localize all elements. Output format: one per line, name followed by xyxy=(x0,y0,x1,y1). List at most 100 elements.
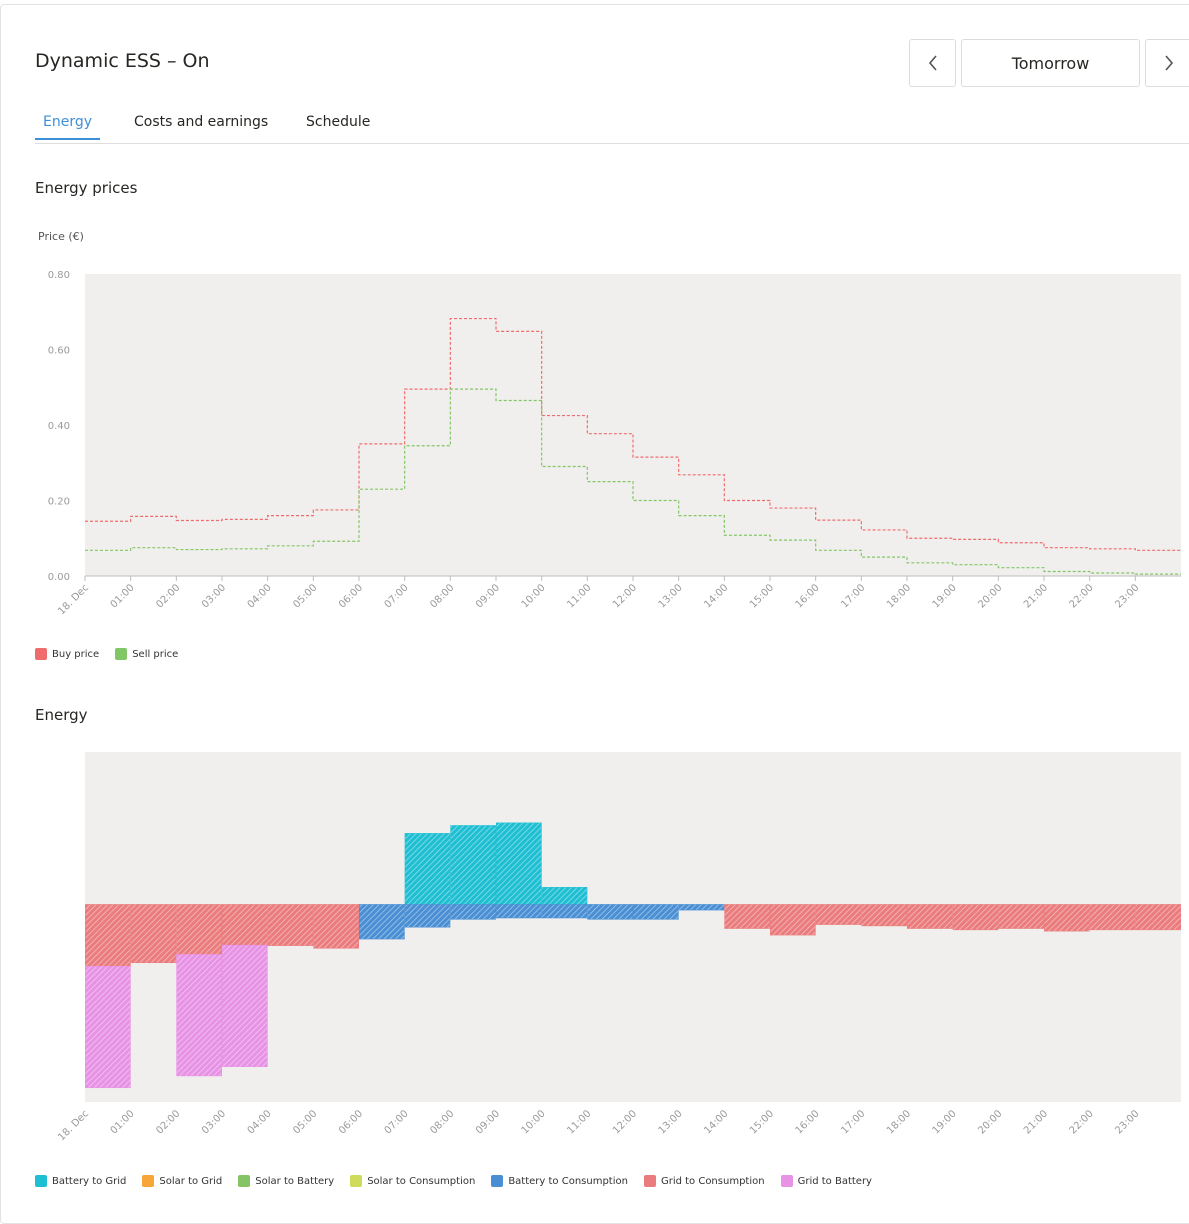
bar-hatch xyxy=(907,904,953,929)
x-tick-label: 20:00 xyxy=(976,1108,1004,1136)
bar-hatch xyxy=(953,904,998,930)
price-axis-title: Price (€) xyxy=(38,230,84,243)
bar-hatch xyxy=(816,904,861,925)
bar-hatch xyxy=(633,904,679,920)
legend-swatch xyxy=(780,1175,793,1187)
x-tick-label: 09:00 xyxy=(474,582,502,610)
x-tick-label: 18. Dec xyxy=(56,1108,91,1143)
bar-hatch xyxy=(679,904,724,910)
legend-label: Sell price xyxy=(132,648,179,660)
y-tick-label: 0.80 xyxy=(48,270,70,281)
x-tick-label: 19:00 xyxy=(931,582,959,610)
x-tick-label: 13:00 xyxy=(657,582,685,610)
x-tick-label: 01:00 xyxy=(109,1108,137,1136)
legend-label: Battery to Grid xyxy=(52,1175,127,1187)
bar-hatch xyxy=(176,904,222,955)
x-tick-label: 06:00 xyxy=(337,1108,365,1136)
x-tick-label: 15:00 xyxy=(748,1108,776,1136)
series-line-sell-price xyxy=(85,388,1181,575)
x-tick-label: 10:00 xyxy=(520,1108,548,1136)
x-tick-label: 17:00 xyxy=(839,582,867,610)
bar-hatch xyxy=(1135,904,1181,930)
legend-sell-price[interactable]: Sell price xyxy=(115,648,178,660)
y-tick-label: 0.20 xyxy=(48,497,70,508)
bar-hatch xyxy=(770,904,816,935)
tab-energy[interactable]: Energy xyxy=(35,114,101,140)
x-tick-label: 02:00 xyxy=(154,582,182,610)
bar-hatch xyxy=(176,954,222,1076)
legend-solar-to-consumption[interactable]: Solar to Consumption xyxy=(350,1175,475,1187)
legend-solar-to-battery[interactable]: Solar to Battery xyxy=(238,1175,334,1187)
energy-chart: 18. Dec 01:00 02:00 03:00 04:00 05:00 06:00 07:… xyxy=(56,752,1182,1143)
x-tick-label: 14:00 xyxy=(702,582,730,610)
x-tick-label: 18:00 xyxy=(885,582,913,610)
x-tick-label: 05:00 xyxy=(291,582,319,610)
bar-hatch xyxy=(1044,904,1090,931)
x-tick-label: 19:00 xyxy=(931,1108,959,1136)
legend-grid-to-consumption[interactable]: Grid to Consumption xyxy=(643,1175,765,1187)
x-tick-label: 04:00 xyxy=(246,1108,274,1136)
x-tick-label: 17:00 xyxy=(839,1108,867,1136)
legend-label: Solar to Consumption xyxy=(367,1175,476,1187)
bar-hatch xyxy=(496,904,542,918)
x-tick-label: 13:00 xyxy=(657,1108,685,1136)
next-day-button[interactable] xyxy=(1145,39,1189,87)
legend-swatch xyxy=(142,1175,155,1187)
day-selector-button[interactable]: Tomorrow xyxy=(961,39,1140,87)
legend-swatch xyxy=(643,1175,656,1187)
x-tick-label: 09:00 xyxy=(474,1108,502,1136)
x-tick-label: 16:00 xyxy=(794,582,822,610)
previous-day-button[interactable] xyxy=(909,39,956,87)
legend-buy-price[interactable]: Buy price xyxy=(35,648,99,660)
bar-hatch xyxy=(222,904,268,946)
bar-hatch xyxy=(724,904,770,929)
bar-hatch xyxy=(861,904,907,926)
legend-swatch xyxy=(115,648,128,660)
bar-hatch xyxy=(85,966,131,1088)
tab-costs-and-earnings[interactable]: Costs and earnings xyxy=(134,114,269,130)
bar-hatch xyxy=(405,833,450,905)
x-tick-label: 10:00 xyxy=(520,582,548,610)
x-tick-label: 06:00 xyxy=(337,582,365,610)
bar-hatch xyxy=(998,904,1044,929)
bar-hatch xyxy=(542,904,587,918)
legend-solar-to-grid[interactable]: Solar to Grid xyxy=(142,1175,222,1187)
legend-grid-to-battery[interactable]: Grid to Battery xyxy=(780,1175,872,1187)
legend-battery-to-grid[interactable]: Battery to Grid xyxy=(35,1175,126,1187)
legend-battery-to-consumption[interactable]: Battery to Consumption xyxy=(491,1175,628,1187)
x-tick-label: 18. Dec xyxy=(56,582,91,617)
x-tick-label: 04:00 xyxy=(246,582,274,610)
x-tick-label: 21:00 xyxy=(1022,582,1050,610)
x-tick-label: 07:00 xyxy=(383,582,411,610)
bar-hatch xyxy=(1090,904,1135,930)
x-tick-label: 14:00 xyxy=(702,1108,730,1136)
x-tick-label: 01:00 xyxy=(109,582,137,610)
legend-label: Grid to Battery xyxy=(797,1175,872,1187)
legend-swatch xyxy=(35,648,47,660)
tab-schedule[interactable]: Schedule xyxy=(306,114,371,130)
bar-hatch xyxy=(131,904,176,963)
bar-hatch xyxy=(496,823,542,905)
x-tick-label: 18:00 xyxy=(885,1108,913,1136)
y-tick-label: 0.40 xyxy=(48,421,70,432)
legend-label: Battery to Consumption xyxy=(508,1175,628,1187)
page-title: Dynamic ESS – On xyxy=(35,50,210,72)
x-tick-label: 03:00 xyxy=(200,1108,228,1136)
x-tick-label: 11:00 xyxy=(565,1108,593,1136)
tab-bar: Energy Costs and earnings Schedule xyxy=(35,112,1189,144)
x-tick-label: 23:00 xyxy=(1113,582,1141,610)
x-tick-label: 16:00 xyxy=(794,1108,822,1136)
x-tick-label: 11:00 xyxy=(565,582,593,610)
x-tick-label: 20:00 xyxy=(976,582,1004,610)
chevron-right-icon xyxy=(1164,55,1173,71)
energy-prices-title: Energy prices xyxy=(35,179,138,197)
x-tick-label: 03:00 xyxy=(200,582,228,610)
day-label: Tomorrow xyxy=(1011,53,1090,73)
legend-label: Grid to Consumption xyxy=(660,1175,765,1187)
bar-hatch xyxy=(359,904,405,939)
x-tick-label: 22:00 xyxy=(1068,1108,1096,1136)
x-tick-label: 22:00 xyxy=(1068,582,1096,610)
plot-background xyxy=(85,274,1181,576)
x-tick-label: 23:00 xyxy=(1113,1108,1141,1136)
legend-label: Solar to Battery xyxy=(255,1175,335,1187)
